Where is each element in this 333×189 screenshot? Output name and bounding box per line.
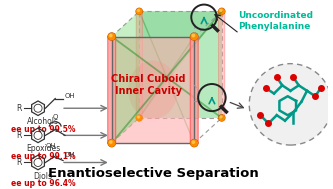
Circle shape xyxy=(249,64,332,145)
Text: R: R xyxy=(16,131,22,140)
Circle shape xyxy=(219,8,225,14)
Text: ee up to 96.4%: ee up to 96.4% xyxy=(11,179,75,188)
Text: ee up to 99.5%: ee up to 99.5% xyxy=(11,125,75,134)
Circle shape xyxy=(219,9,224,14)
Polygon shape xyxy=(112,11,139,143)
Circle shape xyxy=(220,9,222,12)
Text: Enantioselective Separation: Enantioselective Separation xyxy=(48,167,258,180)
FancyBboxPatch shape xyxy=(136,11,142,118)
Circle shape xyxy=(110,34,112,37)
Text: OH: OH xyxy=(65,152,76,158)
Circle shape xyxy=(109,140,115,146)
Text: R: R xyxy=(16,158,22,167)
Circle shape xyxy=(137,9,142,14)
Circle shape xyxy=(219,115,224,121)
Circle shape xyxy=(192,141,194,143)
Circle shape xyxy=(136,115,142,121)
Ellipse shape xyxy=(128,60,178,119)
Circle shape xyxy=(192,34,194,37)
FancyBboxPatch shape xyxy=(219,11,225,118)
Circle shape xyxy=(190,139,198,147)
Circle shape xyxy=(108,33,115,40)
Text: Uncoordinated
Phenylalanine: Uncoordinated Phenylalanine xyxy=(238,11,313,31)
Text: OH: OH xyxy=(46,143,57,149)
Polygon shape xyxy=(139,11,222,118)
Circle shape xyxy=(137,115,142,121)
Circle shape xyxy=(190,33,198,40)
Circle shape xyxy=(191,140,197,146)
Circle shape xyxy=(220,116,222,118)
Text: ee up to 99.1%: ee up to 99.1% xyxy=(11,152,75,161)
Text: Diols: Diols xyxy=(33,172,52,180)
Polygon shape xyxy=(139,11,222,118)
Circle shape xyxy=(138,9,140,12)
Circle shape xyxy=(108,139,115,147)
Circle shape xyxy=(191,33,197,40)
Circle shape xyxy=(136,8,142,14)
Polygon shape xyxy=(139,11,222,118)
FancyBboxPatch shape xyxy=(190,36,198,144)
Circle shape xyxy=(109,33,115,40)
Text: Alcohols: Alcohols xyxy=(27,117,59,126)
Text: R: R xyxy=(16,104,22,113)
Text: O: O xyxy=(53,114,58,120)
Text: Epoxides: Epoxides xyxy=(26,144,60,153)
Circle shape xyxy=(110,141,112,143)
Circle shape xyxy=(138,116,140,118)
Text: Chiral Cuboid
Inner Cavity: Chiral Cuboid Inner Cavity xyxy=(111,74,185,96)
Circle shape xyxy=(219,115,225,121)
Polygon shape xyxy=(112,36,194,143)
FancyBboxPatch shape xyxy=(108,36,116,144)
Text: OH: OH xyxy=(65,93,76,99)
